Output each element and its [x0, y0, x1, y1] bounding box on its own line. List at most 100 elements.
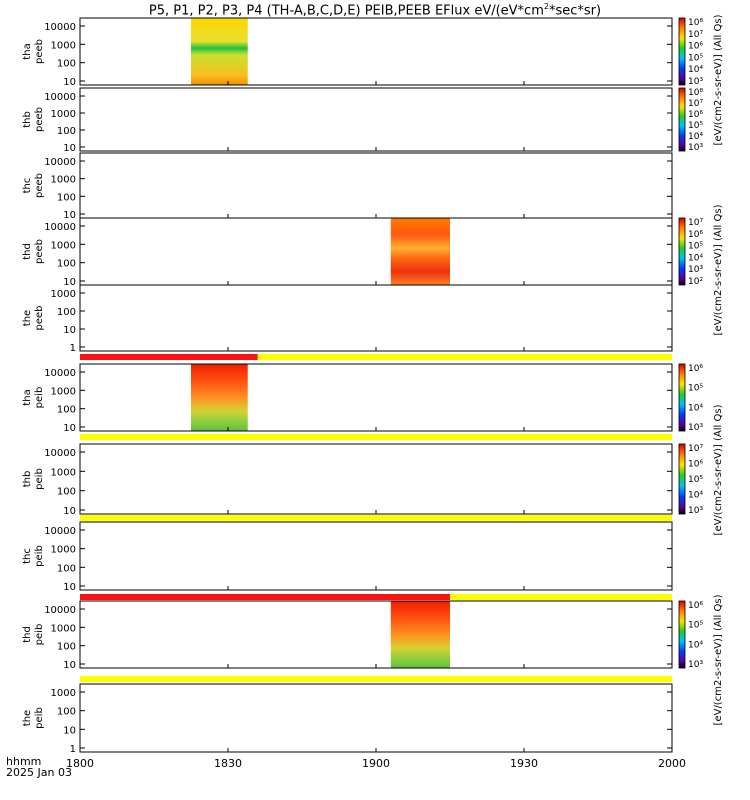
panel-thc-peeb: 10000 1000 100 10 thc peeb	[22, 152, 673, 221]
spectrogram-thd-peeb-a	[191, 18, 248, 85]
y-tick-label: 100	[57, 487, 76, 498]
y-tick-label: 100	[57, 642, 76, 653]
colorbar-tick-label: 10⁶	[688, 460, 703, 470]
panel-thc-peib: 10000 1000 100 10 thc peib	[22, 521, 673, 593]
panel-frame	[79, 152, 673, 219]
y-tick-label: 10	[63, 582, 76, 593]
status-bar-red	[80, 354, 258, 360]
y-tick-label: 1000	[51, 386, 76, 397]
colorbar-tick-label: 10⁶	[688, 230, 703, 240]
panel-frame	[79, 443, 673, 515]
panel-label-product: peib	[34, 387, 45, 409]
y-tick-label: 100	[57, 192, 76, 203]
status-bar-yellow	[80, 676, 672, 682]
colorbar-tick-label: 10⁷	[688, 444, 703, 454]
panel-label-product: peeb	[34, 239, 45, 264]
colorbar-tick-label: 10⁷	[688, 218, 703, 228]
y-tick-label: 100	[57, 405, 76, 416]
panel-frame	[79, 683, 673, 753]
y-tick-label: 1000	[51, 688, 76, 699]
panel-label-product: peib	[34, 468, 45, 490]
colorbar-tick-label: 10⁴	[688, 491, 703, 501]
panel-thb-peib: 10000 1000 100 10 thb peib	[22, 443, 673, 517]
colorbar-scale	[678, 217, 686, 286]
y-tick-label: 10	[63, 210, 76, 221]
colorbar-tick-label: 10³	[688, 506, 703, 516]
panel-thd-peeb-a: 10000 1000 100 10 tha peeb	[22, 17, 673, 88]
y-tick-label: 10000	[44, 448, 76, 459]
panel-label-product: peeb	[34, 306, 45, 331]
x-tick-label: 1800	[66, 757, 94, 770]
colorbar-tick-label: 10³	[688, 423, 703, 433]
y-tick-label: 1000	[51, 40, 76, 51]
colorbar-tick-label: 10³	[688, 143, 703, 153]
panel-label-product: peib	[34, 707, 45, 729]
colorbar-tick-label: 10⁵	[688, 242, 703, 252]
y-tick-label: 10000	[44, 526, 76, 537]
panel-frame	[79, 17, 673, 86]
panel-thd-peeb: 10000 1000 100 10 thd peeb	[22, 217, 673, 288]
status-bar-yellow	[80, 354, 672, 360]
panel-label-product: peeb	[34, 173, 45, 198]
y-tick-label: 1000	[51, 175, 76, 186]
y-tick-label: 100	[57, 707, 76, 718]
y-tick-label: 10000	[44, 368, 76, 379]
y-tick-label: 10000	[44, 605, 76, 616]
y-tick-label: 1000	[51, 623, 76, 634]
spectrogram-tha-peib	[191, 364, 248, 431]
y-tick-label: 10	[63, 725, 76, 736]
chart-title: P5, P1, P2, P3, P4 (TH-A,B,C,D,E) PEIB,P…	[148, 2, 602, 19]
panel-label-product: peib	[34, 545, 45, 567]
colorbar-tick-label: 10⁵	[688, 621, 703, 631]
colorbar-tick-label: 10⁵	[688, 475, 703, 485]
colorbar-scale	[678, 443, 686, 515]
colorbar-tick-label: 10²	[688, 277, 703, 287]
panel-label-product: peib	[34, 624, 45, 646]
y-tick-label: 100	[57, 307, 76, 318]
panel-label-probe: thd	[22, 243, 33, 260]
units-label: [eV/(cm2-s-sr-eV)] (All Qs)	[713, 594, 724, 725]
colorbar-scale	[678, 87, 686, 152]
y-tick-label: 100	[57, 59, 76, 70]
colorbar-tick-label: 10³	[688, 77, 703, 87]
colorbar-tick-label: 10⁶	[688, 42, 703, 52]
panel-label-probe: thb	[22, 111, 33, 128]
colorbar-tick-label: 10⁴	[688, 132, 703, 142]
colorbar-4: 10⁷ 10⁶ 10⁵ 10⁴ 10³	[678, 443, 703, 516]
panel-frame	[79, 217, 673, 286]
y-tick-label: 10	[63, 423, 76, 434]
panel-label-probe: thc	[22, 548, 33, 564]
status-bar-yellow	[80, 515, 672, 521]
panel-label-probe: thb	[22, 471, 33, 488]
x-tick-label: 2000	[658, 757, 686, 770]
y-tick-label: 100	[57, 126, 76, 137]
panel-frame	[79, 87, 673, 152]
units-label: [eV/(cm2-s-sr-eV)] (All Qs)	[713, 204, 724, 335]
y-tick-label: 10000	[44, 222, 76, 233]
panel-thd-peib: 10000 1000 100 10 thd peib	[22, 600, 673, 671]
spectrogram-thd-peeb	[390, 218, 450, 285]
colorbar-tick-label: 10⁴	[688, 65, 703, 75]
colorbar-3: 10⁶ 10⁵ 10⁴ 10³	[678, 363, 703, 433]
y-tick-label: 100	[57, 563, 76, 574]
y-tick-label: 1000	[51, 109, 76, 120]
y-tick-label: 1000	[51, 467, 76, 478]
colorbar-tick-label: 10⁴	[688, 403, 703, 413]
panel-the-peib: 1000 100 10 1 the peib	[22, 683, 673, 755]
y-tick-label: 1000	[51, 289, 76, 300]
panel-frame	[79, 600, 673, 669]
colorbar-tick-label: 10⁴	[688, 640, 703, 650]
panel-label-probe: thd	[22, 626, 33, 643]
x-axis-format-label: hhmm	[6, 755, 42, 768]
colorbar-scale	[678, 363, 686, 432]
panel-label-product: peeb	[34, 107, 45, 132]
units-label: [eV/(cm2-s-sr-eV)] (All Qs)	[713, 14, 724, 145]
panel-label-product: peeb	[34, 39, 45, 64]
colorbar-5: 10⁶ 10⁵ 10⁴ 10³	[678, 600, 703, 670]
colorbar-tick-label: 10⁸	[688, 88, 703, 98]
colorbar-tick-label: 10⁶	[688, 110, 703, 120]
y-tick-label: 10	[63, 277, 76, 288]
panel-frame	[79, 363, 673, 432]
